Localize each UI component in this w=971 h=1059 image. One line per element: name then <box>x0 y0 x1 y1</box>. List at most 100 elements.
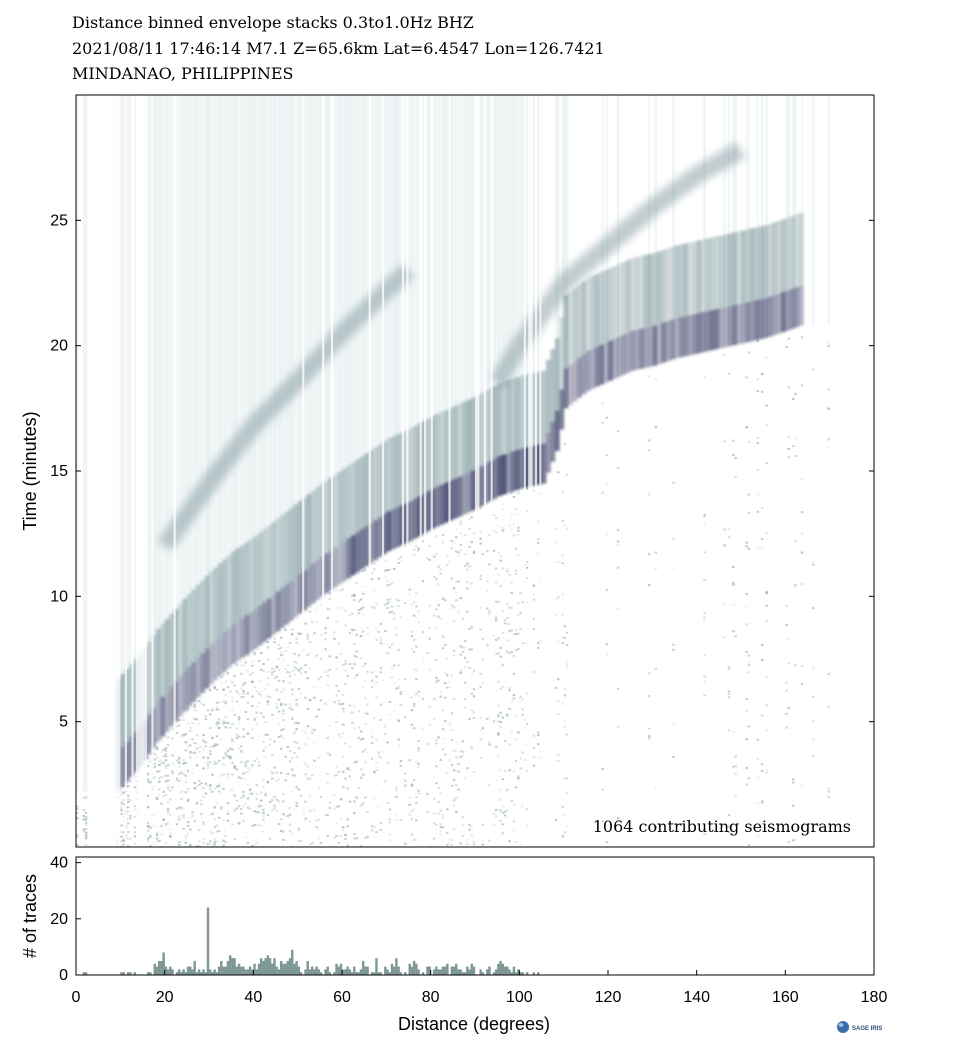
empty-column <box>173 95 176 847</box>
noise-speckle <box>512 654 516 657</box>
coda-cell <box>687 242 693 316</box>
noise-speckle <box>222 819 225 822</box>
noise-speckle <box>412 702 416 705</box>
empty-column <box>142 95 145 847</box>
noise-speckle <box>189 816 192 819</box>
coda-column <box>557 95 560 441</box>
noise-speckle <box>450 547 454 550</box>
histogram-bar <box>158 960 161 975</box>
noise-speckle <box>364 697 367 700</box>
noise-speckle <box>470 709 474 712</box>
histogram-bar <box>350 972 354 975</box>
arrival-cell <box>297 573 303 614</box>
noise-speckle <box>295 705 298 708</box>
noise-speckle <box>563 524 567 527</box>
noise-speckle <box>295 786 298 789</box>
noise-speckle <box>494 617 498 620</box>
histogram-bar <box>417 969 420 975</box>
coda-cell <box>337 471 343 545</box>
noise-speckle <box>255 705 259 708</box>
histogram-bar <box>370 972 374 975</box>
noise-speckle <box>335 684 338 687</box>
empty-column <box>118 95 121 847</box>
histogram-bar <box>177 969 181 975</box>
noise-speckle <box>703 551 706 554</box>
noise-speckle <box>785 624 788 627</box>
histogram-bar <box>328 972 332 975</box>
arrival-cell <box>514 449 520 491</box>
noise-speckle <box>149 834 152 837</box>
coda-column <box>202 95 205 691</box>
coda-column <box>481 95 485 505</box>
coda-cell <box>568 292 574 365</box>
noise-speckle <box>268 770 272 773</box>
arrival-cell <box>235 620 241 662</box>
noise-speckle <box>463 698 467 701</box>
noise-speckle <box>84 823 88 826</box>
histogram-bar <box>532 972 536 975</box>
noise-speckle <box>727 528 731 531</box>
noise-speckle <box>417 766 420 769</box>
noise-speckle <box>503 739 507 742</box>
arrival-cell <box>373 520 378 561</box>
noise-speckle <box>162 761 165 764</box>
coda-column <box>235 95 239 662</box>
histogram-bar <box>153 963 156 975</box>
noise-speckle <box>180 797 183 800</box>
noise-speckle <box>745 376 748 379</box>
arrival-cell <box>293 577 299 618</box>
histogram-bar <box>211 972 214 975</box>
arrival-cell <box>554 410 560 451</box>
noise-speckle <box>470 582 474 585</box>
coda-column <box>791 95 795 329</box>
noise-speckle <box>727 667 731 670</box>
noise-speckle <box>727 696 731 699</box>
noise-speckle <box>288 682 292 685</box>
noise-speckle <box>435 627 438 630</box>
noise-speckle <box>390 605 394 608</box>
coda-column <box>253 95 256 649</box>
histogram-bar <box>169 966 172 975</box>
noise-speckle <box>328 753 332 756</box>
noise-speckle <box>503 619 507 622</box>
x-tick-label: 80 <box>422 989 440 1006</box>
noise-speckle <box>186 787 190 790</box>
noise-speckle <box>508 623 511 626</box>
noise-speckle <box>306 765 310 768</box>
noise-speckle <box>392 567 396 570</box>
noise-speckle <box>209 750 212 753</box>
noise-speckle <box>404 602 407 605</box>
noise-speckle <box>521 698 525 701</box>
noise-speckle <box>326 684 329 687</box>
noise-speckle <box>357 787 361 790</box>
arrival-cell <box>350 535 356 576</box>
noise-speckle <box>346 767 349 770</box>
noise-speckle <box>266 700 270 703</box>
noise-speckle <box>428 558 431 561</box>
coda-column <box>439 95 443 525</box>
noise-speckle <box>350 667 354 670</box>
noise-speckle <box>745 698 748 701</box>
noise-speckle <box>459 672 462 675</box>
noise-speckle <box>747 660 751 663</box>
noise-speckle <box>517 775 520 778</box>
noise-speckle <box>193 820 196 823</box>
coda-column <box>410 95 414 540</box>
noise-speckle <box>177 724 181 727</box>
noise-speckle <box>506 809 509 812</box>
noise-speckle <box>344 777 347 780</box>
histogram-bar <box>499 960 502 975</box>
noise-speckle <box>202 795 205 798</box>
noise-speckle <box>182 814 185 817</box>
coda-cell <box>359 456 365 530</box>
noise-speckle <box>149 760 152 763</box>
noise-speckle <box>255 757 259 760</box>
noise-speckle <box>561 490 564 493</box>
noise-speckle <box>308 810 312 813</box>
coda-column <box>412 95 416 539</box>
noise-speckle <box>217 759 221 762</box>
noise-speckle <box>337 733 341 736</box>
coda-column <box>275 95 279 632</box>
noise-speckle <box>257 764 261 767</box>
noise-speckle <box>417 695 420 698</box>
